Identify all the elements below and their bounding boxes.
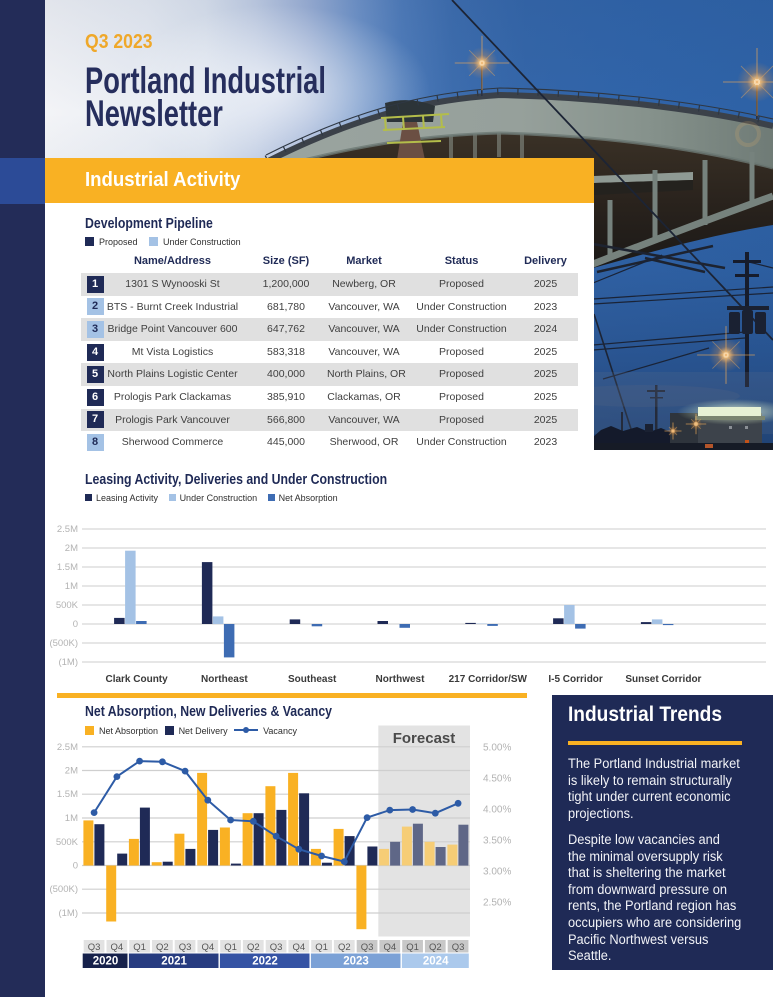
svg-text:Q3: Q3 [452,942,465,953]
svg-text:(500K): (500K) [49,638,78,649]
svg-text:1.5M: 1.5M [57,789,78,800]
svg-text:Northeast: Northeast [201,674,248,685]
svg-text:1.5M: 1.5M [57,562,78,573]
svg-text:Q1: Q1 [133,942,146,953]
svg-text:Q1: Q1 [406,942,419,953]
svg-text:(500K): (500K) [49,884,78,895]
svg-text:Q4: Q4 [292,942,305,953]
svg-text:2023: 2023 [343,956,369,968]
svg-text:(1M): (1M) [58,908,78,919]
svg-text:Q2: Q2 [338,942,351,953]
svg-text:2020: 2020 [93,956,119,968]
svg-text:Q3: Q3 [361,942,374,953]
svg-text:0: 0 [73,861,78,872]
svg-text:4.50%: 4.50% [483,774,511,785]
svg-text:Q3: Q3 [270,942,283,953]
svg-text:Q2: Q2 [247,942,260,953]
svg-text:5.00%: 5.00% [483,743,511,754]
svg-text:500K: 500K [56,600,79,611]
svg-text:(1M): (1M) [58,657,78,668]
svg-text:I-5 Corridor: I-5 Corridor [548,674,603,685]
svg-text:2.5M: 2.5M [57,524,78,535]
svg-text:500K: 500K [56,837,79,848]
svg-text:Q4: Q4 [111,942,124,953]
svg-text:2.50%: 2.50% [483,898,511,909]
svg-text:2021: 2021 [161,956,187,968]
svg-text:Clark County: Clark County [105,674,168,685]
svg-text:3.00%: 3.00% [483,867,511,878]
svg-text:217 Corridor/SW: 217 Corridor/SW [449,674,528,685]
svg-text:0: 0 [73,619,78,630]
svg-text:2M: 2M [65,543,78,554]
svg-text:Southeast: Southeast [288,674,337,685]
svg-text:2022: 2022 [252,956,278,968]
svg-text:Q2: Q2 [429,942,442,953]
svg-text:Q4: Q4 [383,942,396,953]
svg-text:Q3: Q3 [179,942,192,953]
svg-text:4.00%: 4.00% [483,805,511,816]
svg-text:3.50%: 3.50% [483,836,511,847]
svg-text:Q1: Q1 [315,942,328,953]
svg-text:Q1: Q1 [224,942,237,953]
svg-text:Q4: Q4 [201,942,214,953]
svg-text:Northwest: Northwest [376,674,426,685]
svg-text:2M: 2M [65,766,78,777]
svg-text:2024: 2024 [423,956,449,968]
svg-text:1M: 1M [65,581,78,592]
svg-text:2.5M: 2.5M [57,742,78,753]
svg-text:1M: 1M [65,813,78,824]
svg-text:Sunset Corridor: Sunset Corridor [625,674,701,685]
svg-text:Q3: Q3 [88,942,101,953]
svg-text:Q2: Q2 [156,942,169,953]
svg-text:Forecast: Forecast [393,730,456,747]
